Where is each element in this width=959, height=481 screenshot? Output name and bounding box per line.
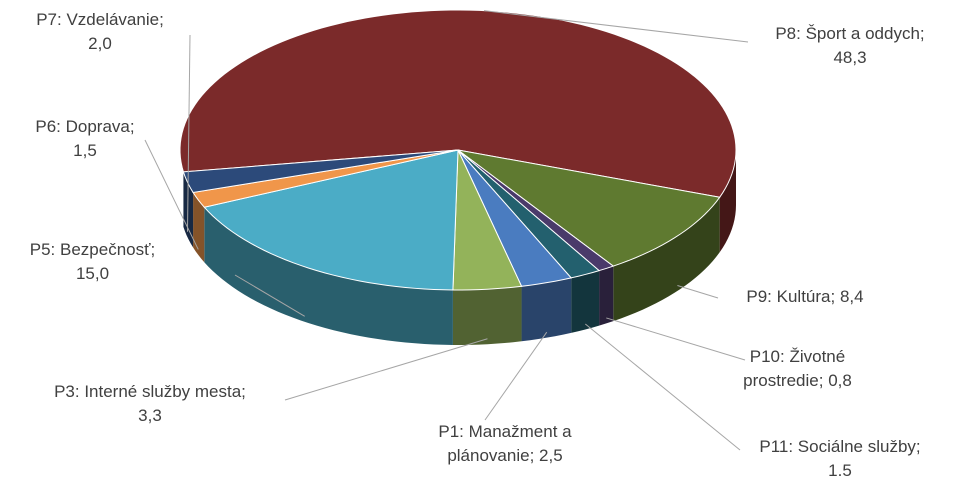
category-label: P11: Sociálne služby;: [759, 437, 921, 456]
category-label: P5: Bezpečnosť;: [29, 240, 156, 259]
data-label: P1: Manažment a plánovanie; 2,5: [410, 420, 600, 468]
data-label: P6: Doprava; 1,5: [10, 115, 160, 163]
category-label: P9: Kultúra;: [746, 287, 836, 306]
value-label: 1.5: [828, 461, 852, 480]
value-label: 2,0: [88, 34, 112, 53]
slice-side: [613, 197, 720, 322]
slice: [179, 9, 737, 198]
leader-line: [677, 285, 719, 299]
data-label: P8: Šport a oddych; 48,3: [740, 22, 959, 70]
leader-line: [585, 323, 741, 451]
leader-line: [186, 34, 191, 232]
slice-side: [719, 150, 736, 253]
slice: [203, 149, 459, 291]
value-label: 2,5: [539, 446, 563, 465]
data-label: P11: Sociálne služby; 1.5: [720, 435, 959, 481]
data-label: P9: Kultúra; 8,4: [705, 285, 905, 309]
slice: [457, 149, 721, 267]
value-label: 3,3: [138, 406, 162, 425]
value-label: 15,0: [75, 264, 110, 283]
leader-line: [484, 331, 548, 421]
leader-line: [234, 274, 305, 317]
slice-side: [204, 207, 453, 345]
category-label: P1: Manažment a plánovanie;: [438, 422, 572, 465]
data-label: P5: Bezpečnosť; 15,0: [0, 238, 185, 286]
data-label: P7: Vzdelávanie; 2,0: [0, 8, 200, 56]
category-label: P10: Životné prostredie;: [743, 347, 846, 390]
value-label: 1,5: [73, 141, 97, 160]
slice-side: [452, 286, 522, 345]
category-label: P6: Doprava;: [35, 117, 135, 136]
value-label: 0,8: [828, 371, 852, 390]
slice: [452, 149, 523, 291]
data-label: P3: Interné služby mesta; 3,3: [0, 380, 300, 428]
leader-line: [144, 139, 199, 250]
leader-line: [606, 317, 746, 361]
slice: [457, 149, 573, 287]
value-label: 8,4: [839, 287, 864, 306]
category-label: P8: Šport a oddych;: [775, 24, 925, 43]
leader-line: [483, 10, 749, 43]
slice-side: [571, 270, 600, 333]
category-label: P3: Interné služby mesta;: [54, 382, 246, 401]
slice-side: [599, 266, 614, 326]
category-label: P7: Vzdelávanie;: [36, 10, 164, 29]
slice: [182, 149, 459, 193]
leader-line: [284, 338, 488, 401]
slice-side: [521, 277, 572, 342]
data-label: P10: Životné prostredie; 0,8: [720, 345, 875, 393]
value-label: 48,3: [833, 48, 867, 67]
